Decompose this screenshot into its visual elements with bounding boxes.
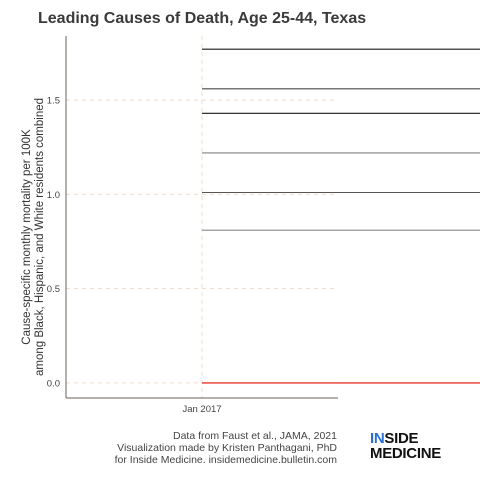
y-axis-label-line-1: Cause-specific monthly mortality per 100… bbox=[21, 129, 33, 345]
logo-accent: IN bbox=[370, 430, 385, 447]
y-tick-label: 0.0 bbox=[47, 378, 60, 389]
source-caption: Data from Faust et al., JAMA, 2021 Visua… bbox=[115, 430, 337, 466]
y-axis-label-group: Cause-specific monthly mortality per 100… bbox=[21, 98, 46, 376]
logo-part1: SIDE bbox=[384, 430, 419, 447]
grid-lines bbox=[66, 36, 338, 398]
y-tick-label: 1.0 bbox=[47, 190, 60, 201]
y-axis-label-line-2: among Black, Hispanic, and White residen… bbox=[34, 98, 46, 376]
chart-title: Leading Causes of Death, Age 25-44, Texa… bbox=[38, 10, 367, 27]
y-axis-label: Cause-specific monthly mortality per 100… bbox=[21, 98, 46, 376]
caption-line-2: Visualization made by Kristen Panthagani… bbox=[117, 442, 337, 454]
y-tick-labels: 0.0 0.5 1.0 1.5 bbox=[47, 96, 60, 390]
axes bbox=[65, 36, 338, 399]
caption-line-3: for Inside Medicine. insidemedicine.bull… bbox=[114, 454, 337, 466]
y-tick-label: 1.5 bbox=[47, 96, 60, 107]
series-lines bbox=[202, 48, 480, 384]
inside-medicine-logo: INSIDE MEDICINE bbox=[370, 431, 441, 461]
caption-line-1: Data from Faust et al., JAMA, 2021 bbox=[173, 430, 337, 442]
x-tick-label: Jan 2017 bbox=[182, 404, 221, 415]
logo-part2: MEDICINE bbox=[370, 445, 441, 462]
y-tick-label: 0.5 bbox=[47, 284, 60, 295]
x-tick-labels: Jan 2017 bbox=[182, 404, 221, 415]
